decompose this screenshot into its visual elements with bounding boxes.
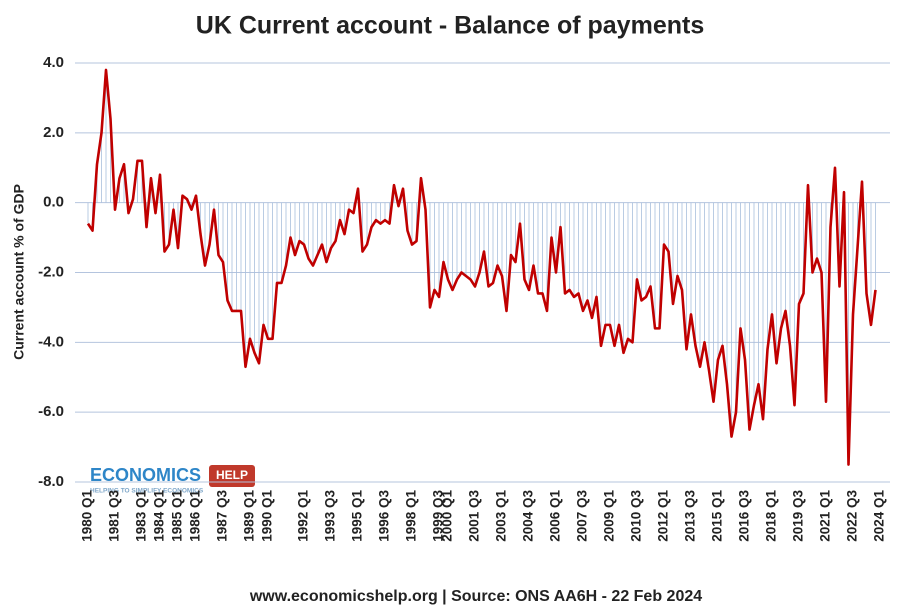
x-tick-label: 1999 Q3	[431, 490, 446, 542]
x-tick-label: 2001 Q3	[467, 490, 482, 542]
series-line	[86, 68, 877, 466]
x-tick-label: 2009 Q1	[602, 490, 617, 542]
x-tick-label: 1986 Q1	[188, 490, 203, 542]
x-tick-label: 1993 Q3	[323, 490, 338, 542]
x-tick-label: 1980 Q1	[80, 490, 95, 542]
x-tick-label: 2006 Q1	[548, 490, 563, 542]
x-tick-label: 1983 Q1	[134, 490, 149, 542]
x-tick-label: 2015 Q1	[710, 490, 725, 542]
logo-tagline: HELPING TO SIMPLIFY ECONOMICS	[90, 488, 204, 495]
x-tick-label: 2018 Q1	[764, 490, 779, 542]
x-tick-label: 2004 Q3	[521, 490, 536, 542]
logo-left: ECONOMICS	[90, 465, 201, 485]
x-tick-label: 2000 Q1	[440, 490, 455, 542]
x-tick-label: 2003 Q1	[494, 490, 509, 542]
y-tick-label: -8.0	[38, 473, 64, 490]
x-tick-label: 2013 Q3	[683, 490, 698, 542]
x-tick-label: 1984 Q1	[152, 490, 167, 542]
x-tick-label: 1985 Q1	[170, 490, 185, 542]
x-tick-label: 2016 Q3	[737, 490, 752, 542]
y-tick-label: 2.0	[43, 124, 64, 141]
x-tick-label: 1992 Q1	[296, 490, 311, 542]
logo-right: HELP	[216, 468, 248, 482]
x-tick-label: 2021 Q1	[818, 490, 833, 542]
x-tick-label: 1996 Q3	[377, 490, 392, 542]
x-tick-label: 2007 Q3	[575, 490, 590, 542]
y-axis-title: Current account % of GDP	[11, 184, 27, 360]
x-tick-label: 1998 Q1	[404, 490, 419, 542]
y-tick-label: 0.0	[43, 194, 64, 211]
x-tick-label: 2022 Q3	[845, 490, 860, 542]
y-tick-label: -4.0	[38, 333, 64, 350]
x-tick-label: 1989 Q1	[242, 490, 257, 542]
y-tick-label: 4.0	[43, 54, 64, 71]
chart-title: UK Current account - Balance of payments	[196, 12, 704, 40]
x-tick-label: 1995 Q1	[350, 490, 365, 542]
x-tick-label: 1990 Q1	[260, 490, 275, 542]
y-tick-label: -6.0	[38, 403, 64, 420]
x-tick-label: 2010 Q3	[629, 490, 644, 542]
footer: www.economicshelp.org | Source: ONS AA6H…	[249, 588, 702, 605]
x-tick-label: 2012 Q1	[656, 490, 671, 542]
y-tick-label: -2.0	[38, 263, 64, 280]
x-tick-label: 2024 Q1	[872, 490, 887, 542]
x-tick-label: 2019 Q3	[791, 490, 806, 542]
x-tick-label: 1987 Q3	[215, 490, 230, 542]
x-tick-label: 1981 Q3	[107, 490, 122, 542]
